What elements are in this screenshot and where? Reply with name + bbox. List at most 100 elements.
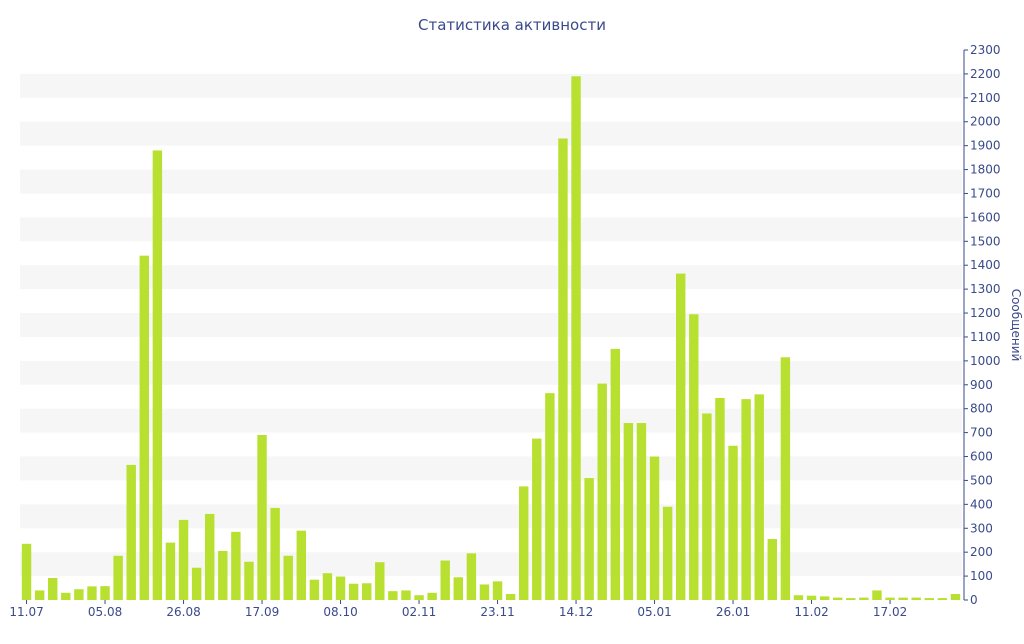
bar bbox=[662, 506, 673, 600]
y-tick-label: 1000 bbox=[970, 354, 1001, 368]
x-tick-label: 11.07 bbox=[9, 605, 43, 619]
chart-title: Статистика активности bbox=[418, 16, 606, 34]
grid-stripe bbox=[20, 169, 962, 194]
grid-stripes bbox=[20, 73, 962, 577]
y-tick-label: 300 bbox=[970, 521, 993, 535]
bar bbox=[833, 597, 843, 600]
bar bbox=[636, 423, 647, 600]
bar bbox=[375, 562, 385, 600]
y-tick-label: 800 bbox=[970, 402, 993, 416]
bar-series bbox=[21, 76, 961, 601]
bar bbox=[466, 553, 477, 600]
y-tick-label: 1500 bbox=[970, 234, 1001, 248]
y-tick-label: 2000 bbox=[970, 115, 1001, 129]
bar bbox=[754, 394, 764, 600]
bar bbox=[597, 383, 607, 600]
x-tick-label: 26.08 bbox=[166, 605, 200, 619]
bar bbox=[427, 592, 437, 600]
bar bbox=[34, 590, 45, 600]
bar bbox=[218, 550, 228, 600]
bar bbox=[505, 594, 516, 600]
bar bbox=[178, 519, 189, 600]
bar bbox=[519, 486, 529, 600]
bar bbox=[270, 507, 280, 600]
grid-stripe bbox=[20, 552, 962, 577]
x-tick-label: 05.08 bbox=[88, 605, 122, 619]
bar bbox=[924, 598, 934, 600]
bar bbox=[584, 478, 594, 600]
bar bbox=[362, 583, 372, 600]
y-tick-label: 1600 bbox=[970, 210, 1001, 224]
bar bbox=[257, 435, 267, 600]
y-tick-label: 100 bbox=[970, 569, 993, 583]
bar bbox=[309, 579, 320, 600]
bar bbox=[545, 393, 555, 600]
bar bbox=[48, 578, 58, 600]
grid-stripe bbox=[20, 265, 962, 290]
y-tick-label: 400 bbox=[970, 497, 993, 511]
bar bbox=[401, 590, 411, 600]
bar bbox=[780, 357, 791, 600]
bar bbox=[623, 423, 634, 600]
bar bbox=[702, 413, 712, 600]
y-axis-title: Сообщений bbox=[1009, 289, 1023, 362]
x-tick-label: 17.02 bbox=[873, 605, 907, 619]
grid-stripe bbox=[20, 313, 962, 337]
bar bbox=[231, 531, 241, 600]
bar bbox=[283, 555, 293, 600]
grid-stripe bbox=[20, 360, 962, 385]
bar bbox=[453, 577, 463, 600]
y-tick-label: 1800 bbox=[970, 163, 1001, 177]
bar bbox=[492, 581, 503, 600]
y-tick-label: 1200 bbox=[970, 306, 1001, 320]
grid-stripe bbox=[20, 456, 962, 481]
bar bbox=[728, 445, 738, 600]
y-tick-label: 1700 bbox=[970, 186, 1001, 200]
y-tick-label: 2100 bbox=[970, 91, 1001, 105]
x-tick-label: 26.01 bbox=[716, 605, 750, 619]
bar bbox=[191, 567, 202, 600]
bar bbox=[885, 597, 895, 600]
y-tick-label: 600 bbox=[970, 450, 993, 464]
bar bbox=[388, 591, 398, 600]
bar bbox=[689, 314, 699, 600]
y-tick-label: 1100 bbox=[970, 330, 1001, 344]
y-tick-label: 1300 bbox=[970, 282, 1001, 296]
bar bbox=[806, 595, 817, 600]
bar bbox=[165, 542, 176, 600]
bar bbox=[558, 138, 568, 601]
y-tick-label: 700 bbox=[970, 426, 993, 440]
bar bbox=[100, 586, 110, 600]
bar bbox=[872, 590, 882, 600]
bar bbox=[414, 595, 424, 600]
bar bbox=[152, 150, 163, 600]
bar bbox=[676, 273, 686, 600]
bar bbox=[440, 560, 450, 600]
bar bbox=[139, 255, 149, 600]
y-tick-label: 1900 bbox=[970, 139, 1001, 153]
y-tick-label: 0 bbox=[970, 593, 978, 607]
bar bbox=[205, 513, 215, 600]
bar bbox=[846, 598, 856, 600]
bar bbox=[61, 592, 71, 600]
bar bbox=[571, 76, 581, 601]
bar bbox=[335, 576, 346, 600]
bar bbox=[244, 561, 254, 600]
bar bbox=[911, 597, 921, 600]
grid-stripe bbox=[20, 504, 962, 529]
bar bbox=[322, 573, 333, 600]
grid-stripe bbox=[20, 121, 962, 146]
grid-stripe bbox=[20, 217, 962, 242]
grid-stripe bbox=[20, 408, 962, 433]
bar bbox=[296, 530, 306, 600]
x-tick-label: 08.10 bbox=[323, 605, 357, 619]
x-tick-label: 14.12 bbox=[559, 605, 593, 619]
bar bbox=[21, 543, 32, 600]
bar bbox=[74, 589, 84, 600]
bar bbox=[950, 594, 961, 600]
bar bbox=[715, 397, 725, 600]
bar bbox=[819, 596, 830, 600]
bar bbox=[859, 597, 869, 600]
y-tick-label: 900 bbox=[970, 378, 993, 392]
